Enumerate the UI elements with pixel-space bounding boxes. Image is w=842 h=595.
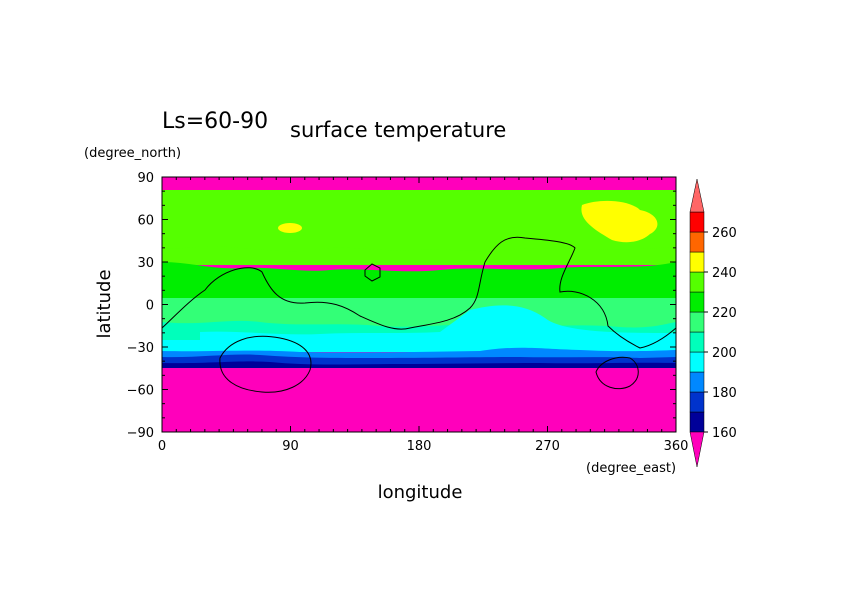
band-180-190-strip xyxy=(162,340,676,352)
colorbar-tick-label: 200 xyxy=(712,346,737,361)
band-180-190 xyxy=(200,305,676,345)
colorbar-tick-label: 220 xyxy=(712,306,737,321)
x-tick-label: 360 xyxy=(664,439,689,454)
patch-230-240-small xyxy=(278,223,302,233)
colorbar-segment xyxy=(689,411,705,433)
colorbar-segment xyxy=(689,291,705,313)
x-units-label: (degree_east) xyxy=(586,461,676,476)
y-tick-label: −30 xyxy=(127,341,154,356)
patch-230-240-north xyxy=(581,200,658,243)
y-tick-label: 0 xyxy=(146,299,154,314)
contour-line-topography xyxy=(161,236,677,349)
colorbar: 160 180 200 220 240 260 xyxy=(689,178,737,468)
colorbar-segment xyxy=(689,391,705,413)
x-tick-label: 0 xyxy=(158,439,166,454)
x-axis-ticks: 0 90 180 270 360 xyxy=(158,177,689,454)
y-units-label: (degree_north) xyxy=(84,146,181,161)
colorbar-segment xyxy=(689,351,705,373)
colorbar-segment xyxy=(689,251,705,273)
x-tick-label: 90 xyxy=(282,439,299,454)
y-tick-label: −60 xyxy=(127,384,154,399)
colorbar-segment xyxy=(689,271,705,293)
colorbar-tick-label: 260 xyxy=(712,226,737,241)
x-axis-label: longitude xyxy=(378,482,463,503)
colorbar-tick-label: 240 xyxy=(712,266,737,281)
colorbar-segment xyxy=(689,331,705,353)
band-210-220 xyxy=(162,262,676,300)
band-160-170 xyxy=(162,361,676,368)
y-tick-label: 30 xyxy=(137,256,154,271)
colorbar-tick-label: 180 xyxy=(712,386,737,401)
colorbar-under-triangle xyxy=(689,431,705,468)
colorbar-tick-label: 160 xyxy=(712,426,737,441)
y-tick-label: −90 xyxy=(127,426,154,441)
colorbar-segment xyxy=(689,371,705,393)
contour-loop-southwest xyxy=(219,335,312,393)
plot-area xyxy=(161,176,677,433)
y-axis-label: latitude xyxy=(94,269,115,338)
contour-loop-southeast xyxy=(595,356,639,390)
colorbar-segment xyxy=(689,311,705,333)
colorbar-over-triangle xyxy=(689,178,705,213)
contour-loop-small xyxy=(364,263,381,282)
x-tick-label: 180 xyxy=(407,439,432,454)
colorbar-segment xyxy=(689,211,705,233)
y-tick-label: 60 xyxy=(137,214,154,229)
y-axis-ticks: 90 60 30 0 −30 −60 −90 xyxy=(127,171,676,441)
band-edge-220 xyxy=(162,246,676,265)
x-tick-label: 270 xyxy=(535,439,560,454)
y-tick-label: 90 xyxy=(137,171,154,186)
band-170-180 xyxy=(162,347,676,358)
colorbar-segment xyxy=(689,231,705,253)
chart-title-left: Ls=60-90 xyxy=(162,109,268,134)
chart-title: surface temperature xyxy=(290,118,506,142)
